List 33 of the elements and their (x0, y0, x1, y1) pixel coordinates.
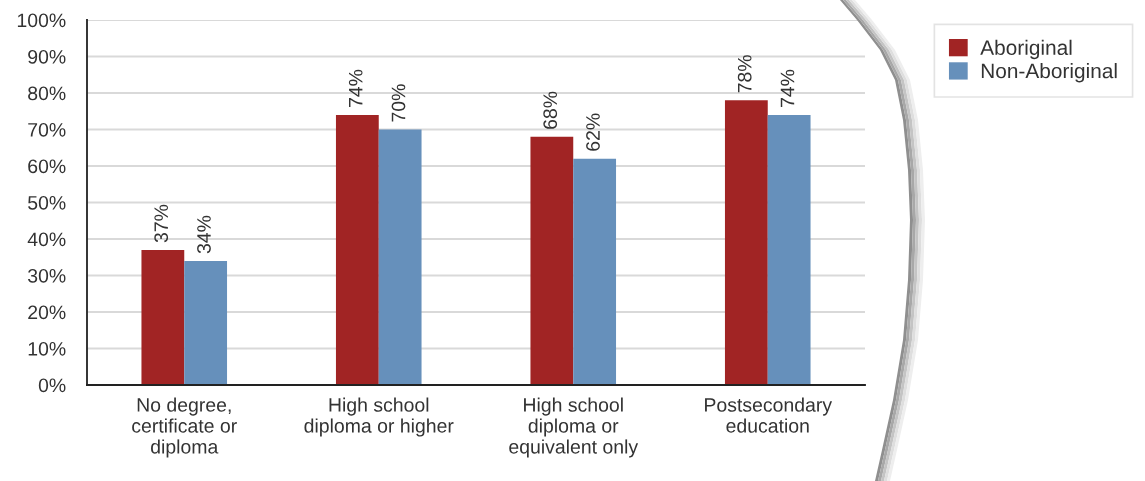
data-label: 78% (737, 55, 752, 93)
data-label: 74% (348, 69, 363, 107)
y-tick-label: 90% (28, 49, 66, 64)
data-label: 74% (780, 69, 795, 107)
x-tick-label: Postsecondary education (705, 397, 833, 433)
y-tick-label: 30% (27, 268, 66, 283)
y-tick-label: 80% (28, 86, 66, 101)
bar (378, 129, 422, 385)
legend-label: Non-Aboriginal (981, 63, 1117, 83)
data-label: 62% (586, 113, 600, 151)
bar (767, 114, 811, 385)
y-tick-label: 50% (28, 195, 66, 210)
bar (184, 260, 228, 385)
x-tick-label: No degree, certificate or diploma (132, 397, 237, 458)
bar (573, 158, 617, 385)
y-tick-label: 40% (27, 232, 66, 247)
y-tick-label: 60% (28, 159, 66, 174)
y-tick-label: 0% (38, 378, 66, 393)
bar (724, 100, 768, 385)
data-label: 70% (391, 84, 406, 122)
x-tick-label: High school diploma or higher (304, 397, 454, 437)
x-tick-label: High school diploma or equivalent only (509, 397, 639, 458)
y-tick-label: 70% (28, 122, 66, 137)
y-tick-label: 10% (28, 341, 66, 356)
bar (530, 136, 574, 385)
legend-label: Aboriginal (980, 39, 1072, 60)
data-label: 34% (197, 215, 211, 254)
data-label: 37% (154, 204, 169, 243)
bar (335, 114, 379, 385)
y-tick-label: 100% (17, 13, 66, 28)
data-label: 68% (543, 91, 558, 129)
bar (141, 249, 185, 385)
y-tick-label: 20% (28, 305, 66, 320)
